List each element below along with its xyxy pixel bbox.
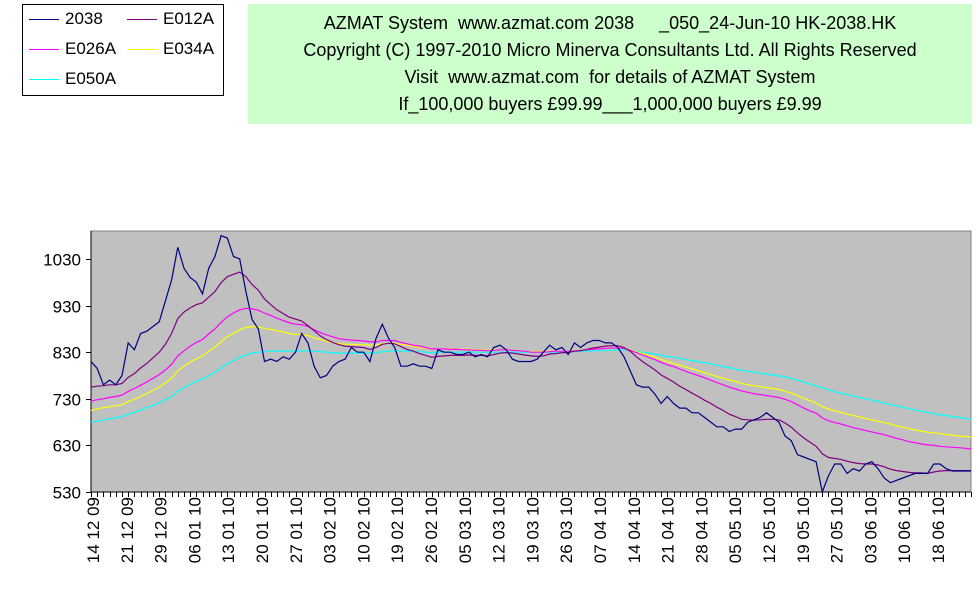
x-tick-label: 12 03 10 [490, 497, 509, 563]
y-tick-label: 830 [53, 344, 81, 363]
y-tick-label: 1030 [43, 251, 81, 270]
x-tick-label: 29 12 09 [152, 497, 171, 563]
info-line-1: AZMAT System www.azmat.com 2038 _050_24-… [323, 13, 897, 33]
x-tick-label: 10 02 10 [354, 497, 373, 563]
series-line-2038 [90, 234, 971, 495]
x-tick-label: 14 04 10 [625, 497, 644, 563]
x-tick-label: 26 03 10 [557, 497, 576, 563]
x-tick-label: 27 01 10 [287, 497, 306, 563]
x-tick-label: 28 04 10 [692, 497, 711, 563]
legend-item-e026a: E026A [29, 39, 116, 59]
x-tick-label: 05 05 10 [726, 497, 745, 563]
legend-label: 2038 [65, 9, 103, 28]
x-tick-label: 07 04 10 [591, 497, 610, 563]
legend-swatch [127, 48, 157, 50]
x-tick-label: 06 01 10 [185, 497, 204, 563]
legend-item-e012a: E012A [127, 9, 214, 29]
legend-label: E026A [65, 39, 117, 58]
x-tick-label: 19 02 10 [388, 497, 407, 563]
x-tick-label: 03 06 10 [861, 497, 880, 563]
x-tick-label: 05 03 10 [456, 497, 475, 563]
info-line-4: If_100,000 buyers £99.99___1,000,000 buy… [398, 94, 822, 114]
legend-item-e050a: E050A [29, 69, 116, 89]
series-line-e026a [90, 307, 972, 450]
x-tick-label: 19 05 10 [794, 497, 813, 563]
legend-swatch [127, 18, 157, 20]
x-tick-label: 27 05 10 [828, 497, 847, 563]
x-tick-label: 03 02 10 [321, 497, 340, 563]
x-tick-label: 19 03 10 [523, 497, 542, 563]
y-tick-label: 730 [53, 391, 81, 410]
legend-label: E012A [163, 9, 215, 28]
x-tick-label: 14 12 09 [84, 497, 103, 563]
legend-label: E050A [65, 69, 117, 88]
legend-swatch [29, 48, 59, 50]
y-tick-label: 630 [53, 437, 81, 456]
legend-label: E034A [163, 39, 215, 58]
legend-item-2038: 2038 [29, 9, 103, 29]
x-tick-label: 18 06 10 [929, 497, 948, 563]
x-tick-label: 10 06 10 [895, 497, 914, 563]
info-line-2: Copyright (C) 1997-2010 Micro Minerva Co… [303, 40, 917, 60]
info-box: AZMAT System www.azmat.com 2038 _050_24-… [248, 4, 972, 124]
x-tick-label: 20 01 10 [253, 497, 272, 563]
y-tick-label: 530 [53, 484, 81, 503]
series-line-e012a [90, 271, 971, 475]
legend-swatch [29, 18, 59, 20]
legend: 2038 E012A E026A E034A E050A [22, 4, 224, 96]
y-tick-label: 930 [53, 298, 81, 317]
x-tick-label: 13 01 10 [219, 497, 238, 563]
legend-item-e034a: E034A [127, 39, 214, 59]
x-tick-label: 21 04 10 [659, 497, 678, 563]
x-tick-label: 12 05 10 [760, 497, 779, 563]
info-line-3: Visit www.azmat.com for details of AZMAT… [404, 67, 816, 87]
x-tick-label: 26 02 10 [422, 497, 441, 563]
legend-swatch [29, 78, 59, 80]
x-tick-label: 21 12 09 [118, 497, 137, 563]
